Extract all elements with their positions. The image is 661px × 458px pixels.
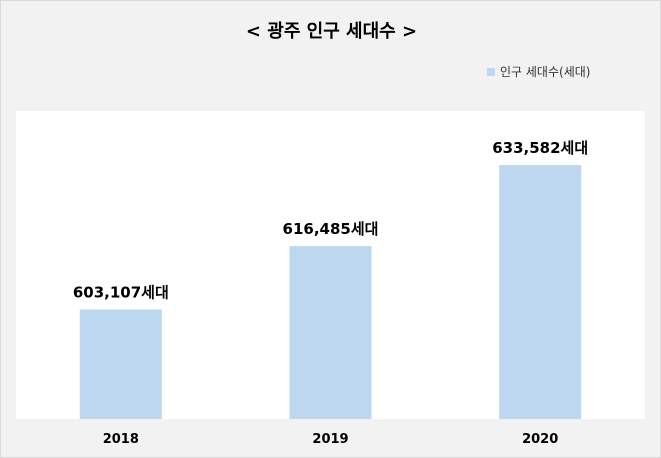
- x-tick-label-2020: 2020: [522, 432, 558, 447]
- x-tick-label-2018: 2018: [103, 432, 139, 447]
- bar-2019: [289, 246, 372, 419]
- chart-title: < 광주 인구 세대수 >: [245, 21, 418, 42]
- bar-2018: [79, 309, 162, 419]
- data-label-2018: 603,107세대: [73, 284, 169, 302]
- data-label-2019: 616,485세대: [283, 220, 379, 238]
- bar-2020: [499, 165, 582, 419]
- legend-label: 인구 세대수(세대): [500, 65, 591, 79]
- legend-swatch: [487, 67, 495, 76]
- data-label-2020: 633,582세대: [492, 139, 588, 157]
- x-tick-label-2019: 2019: [312, 432, 348, 447]
- legend: 인구 세대수(세대): [487, 63, 590, 80]
